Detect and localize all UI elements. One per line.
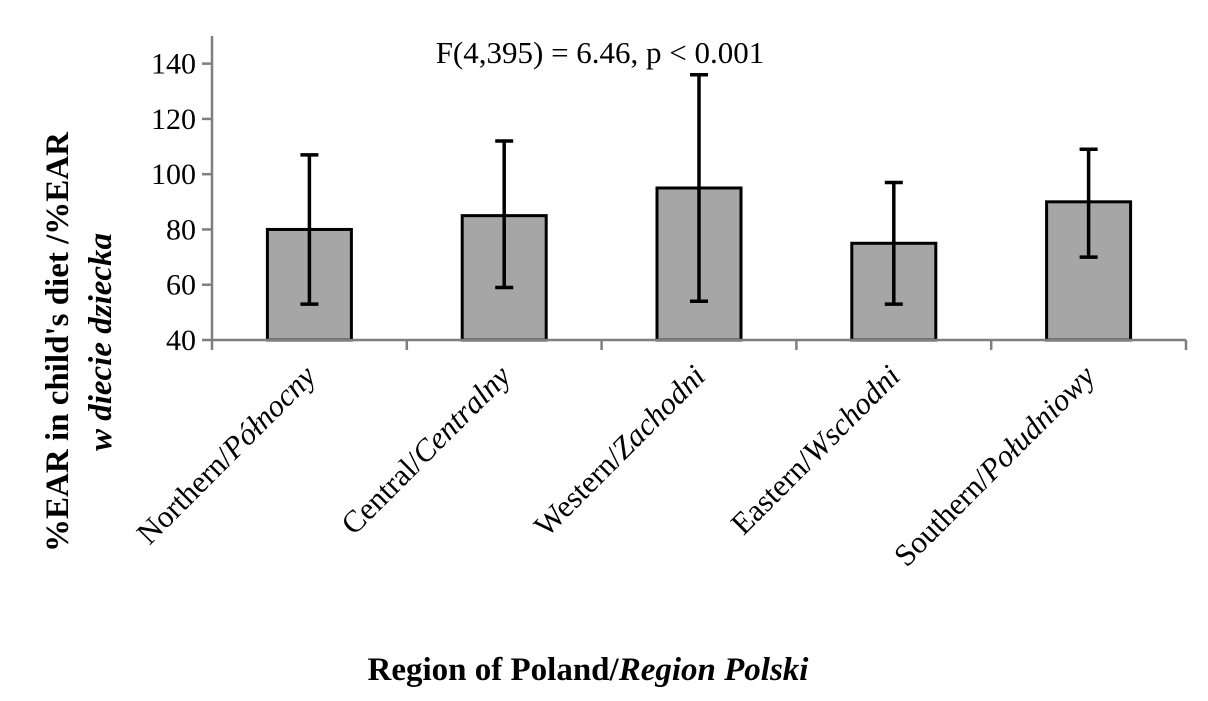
category-label-italic: Północny	[214, 358, 322, 466]
category-label-main: Southern/	[887, 463, 997, 573]
category-label-italic: Zachodni	[604, 358, 712, 466]
y-axis-title-line2: w diecie dziecka	[83, 233, 119, 451]
category-label-main: Eastern/	[724, 444, 821, 541]
category-labels: Northern/PółnocnyCentral/CentralnyWester…	[130, 358, 1102, 573]
y-tick-label: 80	[166, 213, 196, 246]
y-ticks: 40 60 80 100 120 140	[151, 48, 212, 357]
category-label: Northern/Północny	[130, 358, 323, 551]
category-label-main: Central/	[334, 446, 430, 542]
category-label: Western/Zachodni	[527, 358, 712, 543]
x-axis-title-italic: Region Polski	[618, 652, 810, 688]
f-test-annotation: F(4,395) = 6.46, p < 0.001	[436, 35, 765, 70]
x-axis-title-main: Region of Poland/	[368, 652, 620, 688]
y-tick-label: 40	[166, 324, 196, 357]
y-tick-label: 120	[151, 103, 196, 136]
category-label: Southern/Południowy	[887, 358, 1102, 573]
y-axis-title: %EAR in child's diet /%EAR w diecie dzie…	[40, 131, 119, 552]
x-axis-title: Region of Poland/Region Polski	[368, 652, 810, 688]
category-label: Central/Centralny	[334, 358, 517, 541]
category-label-italic: Wschodni	[796, 358, 907, 469]
bars-layer	[265, 72, 1133, 342]
category-label: Eastern/Wschodni	[724, 358, 907, 541]
y-tick-label: 140	[151, 48, 196, 81]
category-label-main: Western/	[527, 441, 629, 543]
y-tick-label: 100	[151, 158, 196, 191]
category-label-italic: Południowy	[971, 358, 1101, 488]
x-ticks	[210, 340, 1188, 350]
axes-layer	[210, 36, 1186, 342]
category-label-main: Northern/	[130, 441, 240, 551]
y-tick-label: 60	[166, 269, 196, 302]
category-label-italic: Centralny	[405, 358, 518, 471]
y-axis-title-line1: %EAR in child's diet /%EAR	[40, 131, 76, 552]
